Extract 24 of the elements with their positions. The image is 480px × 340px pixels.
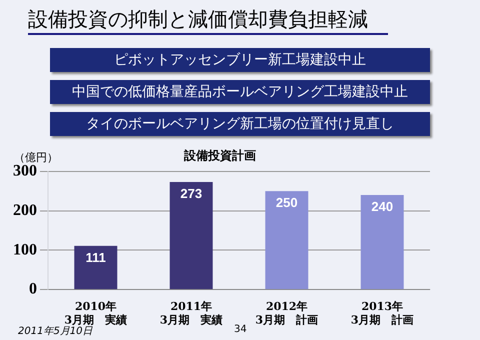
x-tick-label: 2010年 3月期 実績: [64, 300, 128, 326]
y-tick-label: 300: [13, 162, 37, 180]
text: タイのボールベアリング新工場の位置付け見直し: [50, 112, 430, 136]
x-tick-label: 2012年 3月期 計画: [255, 300, 318, 326]
text: 34: [234, 324, 247, 335]
bar: [360, 195, 404, 290]
y-axis-title: （億円）: [14, 150, 58, 164]
data-label: 111: [86, 250, 106, 265]
x-tick-label: 2011年 3月期 実績: [160, 300, 223, 326]
bar: [74, 246, 118, 290]
chart-title: 設備投資計画: [183, 148, 256, 162]
text: ピボットアッセンブリー新工場建設中止: [50, 48, 430, 72]
data-label: 250: [276, 195, 298, 210]
text: 中国での低価格量産品ボールベアリング工場建設中止: [50, 80, 430, 104]
data-label: 273: [180, 186, 202, 202]
chart-subtitle: 設備投資の抑制と減価償却費負担軽減: [28, 6, 388, 35]
y-tick-label: 100: [13, 241, 37, 258]
bar: [265, 191, 308, 290]
text: 2011年5月10日: [18, 325, 93, 338]
bar: [170, 182, 213, 290]
x-tick-label: 2013年 3月期 計画: [350, 300, 414, 326]
y-tick-label: 0: [29, 280, 37, 298]
y-tick-label: 200: [13, 202, 37, 219]
data-label: 240: [371, 199, 394, 214]
